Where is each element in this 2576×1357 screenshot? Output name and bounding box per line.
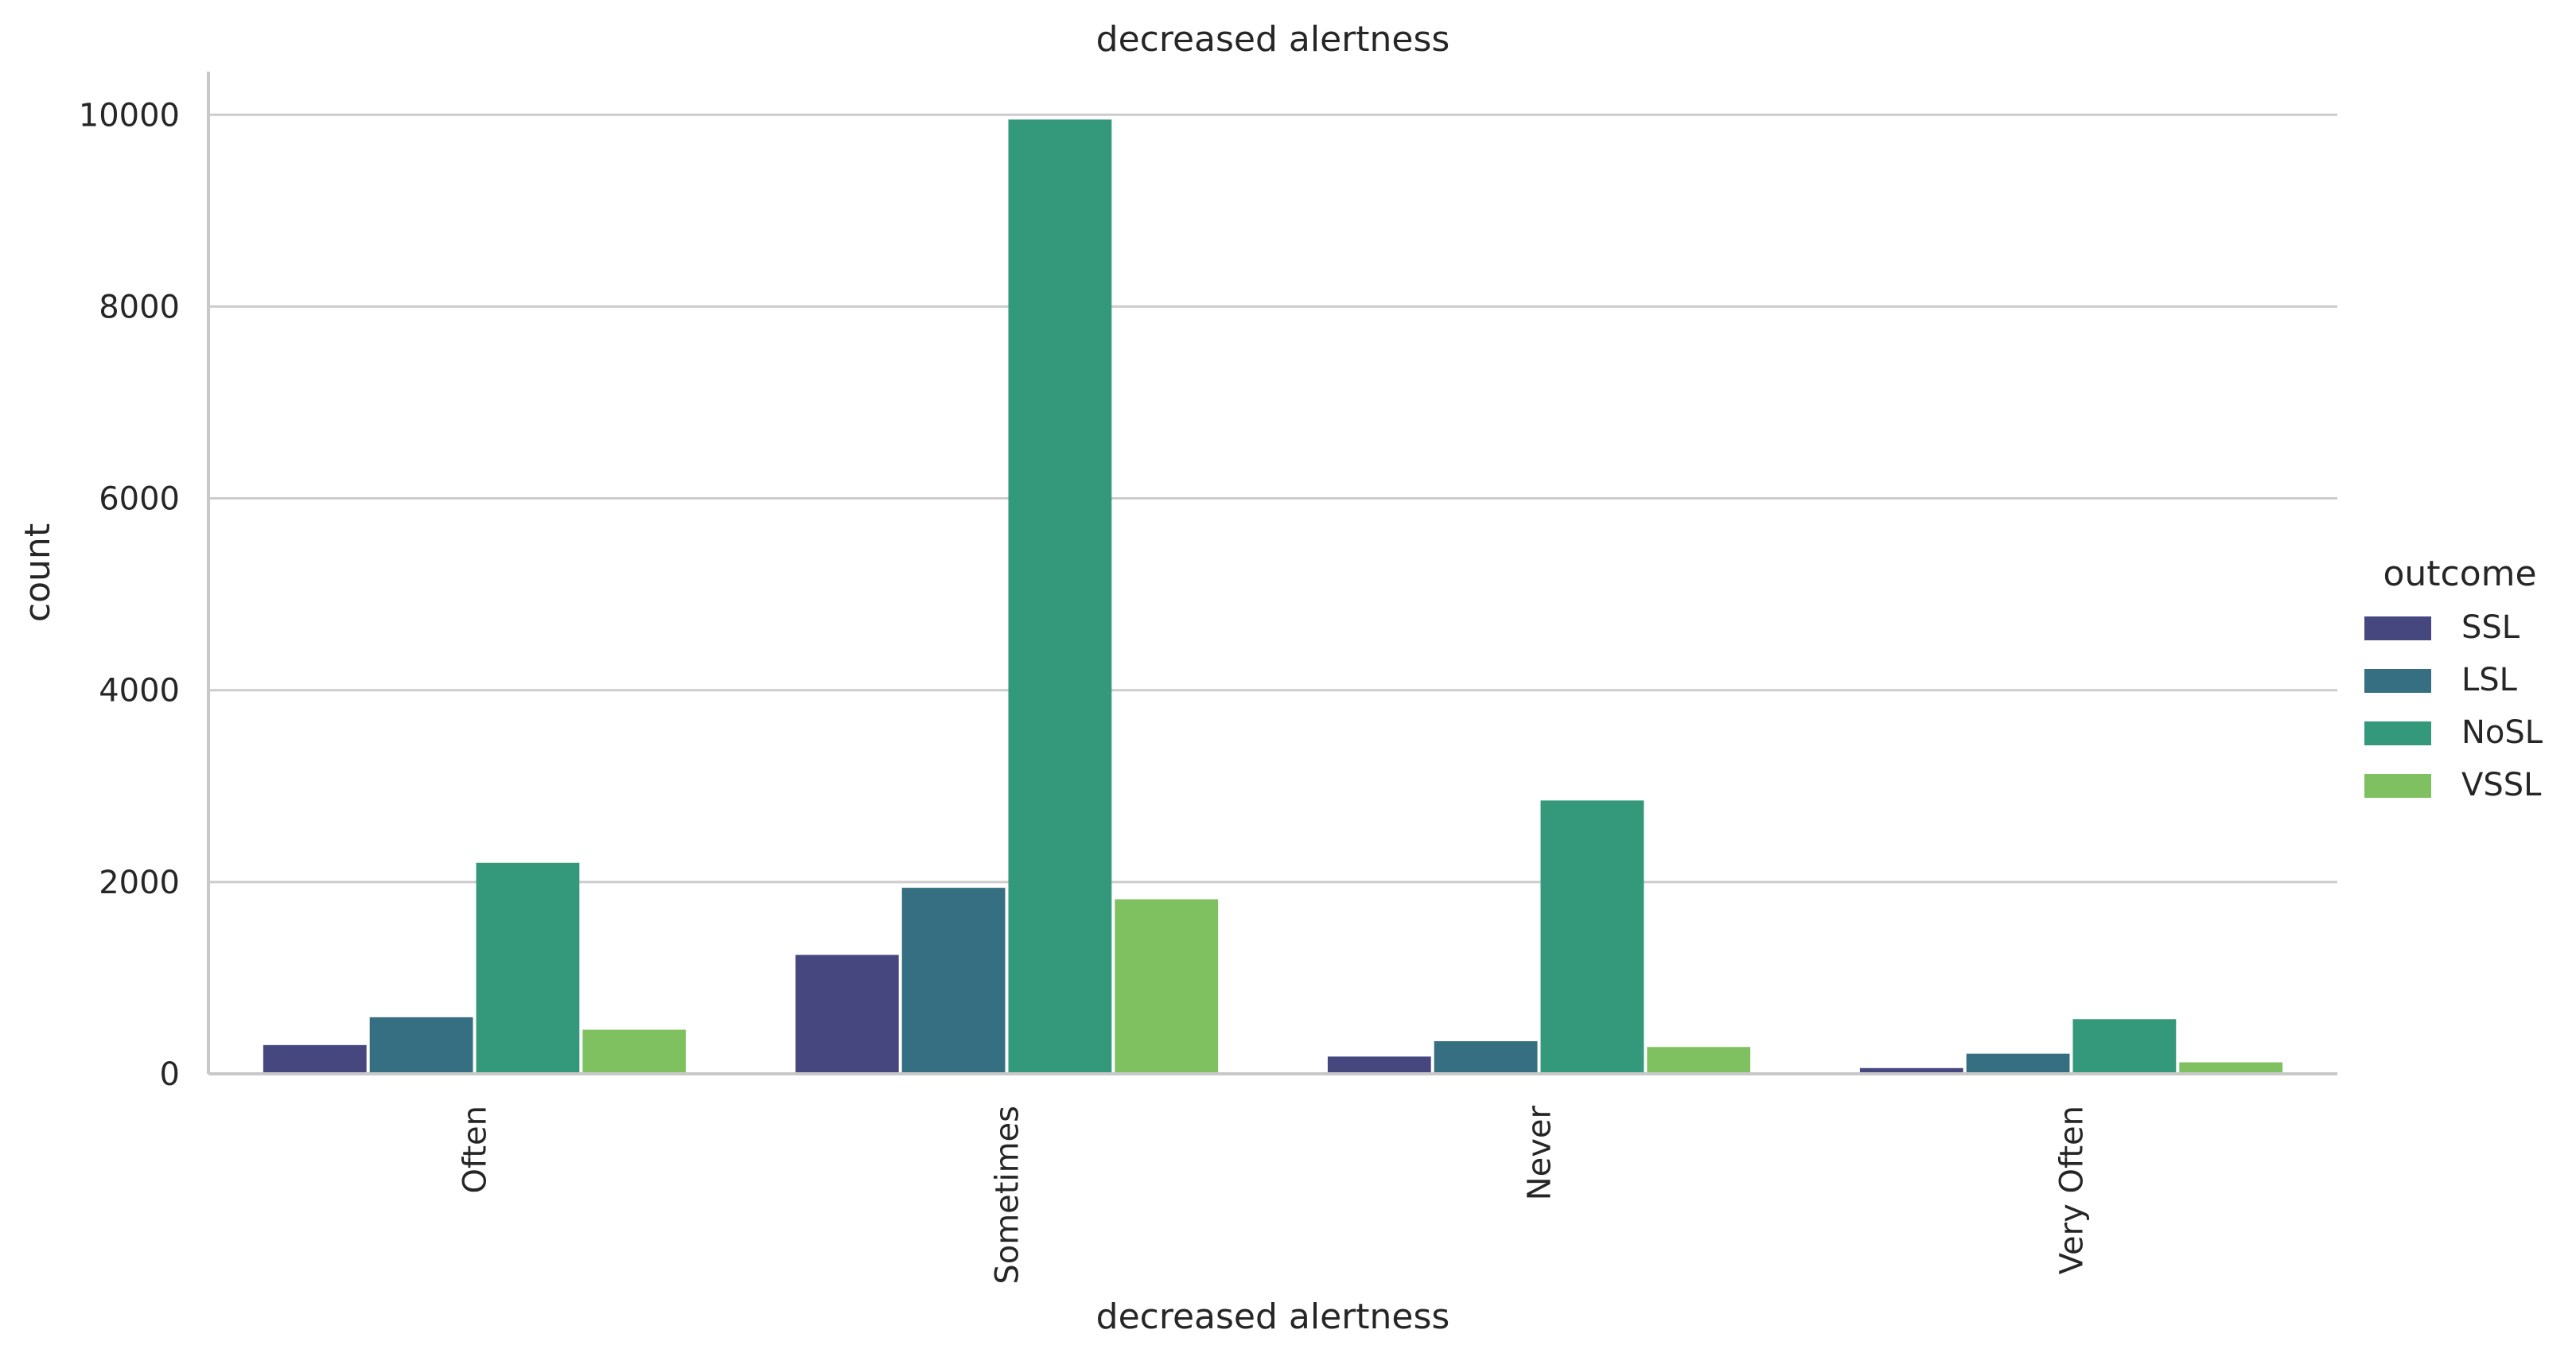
y-tick-labels: 0 2000 4000 6000 8000 10000 bbox=[79, 97, 180, 1093]
legend-swatch-vssl bbox=[2364, 774, 2431, 798]
chart-title: decreased alertness bbox=[1096, 19, 1450, 60]
gridlines bbox=[208, 113, 2337, 884]
legend-label-lsl: LSL bbox=[2461, 662, 2518, 698]
x-tick-label: Sometimes bbox=[990, 1106, 1026, 1285]
bar-nosl-sometimes bbox=[1008, 119, 1112, 1074]
bar-nosl-never bbox=[1540, 800, 1644, 1074]
bar-nosl-often bbox=[476, 862, 580, 1074]
bar-ssl-never bbox=[1327, 1056, 1431, 1074]
bar-vssl-often bbox=[582, 1029, 687, 1074]
y-tick-label: 0 bbox=[160, 1056, 180, 1093]
bars bbox=[263, 119, 2283, 1074]
bar-lsl-sometimes bbox=[901, 888, 1006, 1074]
legend-label-ssl: SSL bbox=[2461, 609, 2520, 646]
legend-label-nosl: NoSL bbox=[2461, 714, 2543, 751]
axes bbox=[207, 72, 2337, 1075]
y-tick-label: 4000 bbox=[99, 673, 180, 710]
bar-ssl-very-often bbox=[1859, 1067, 1963, 1074]
x-tick-labels: Often Sometimes Never Very Often bbox=[457, 1105, 2091, 1284]
bar-nosl-very-often bbox=[2072, 1019, 2177, 1074]
bar-vssl-very-often bbox=[2179, 1062, 2283, 1074]
x-axis-label: decreased alertness bbox=[1096, 1297, 1450, 1337]
bar-lsl-never bbox=[1434, 1041, 1538, 1074]
bar-ssl-sometimes bbox=[795, 955, 899, 1074]
y-tick-label: 8000 bbox=[99, 289, 180, 325]
y-axis-label: count bbox=[18, 523, 58, 622]
legend-swatch-nosl bbox=[2364, 721, 2431, 745]
y-tick-label: 6000 bbox=[99, 481, 180, 518]
bar-vssl-sometimes bbox=[1115, 899, 1219, 1074]
legend-swatch-lsl bbox=[2364, 669, 2431, 693]
legend-swatch-ssl bbox=[2364, 616, 2431, 640]
bar-ssl-often bbox=[263, 1044, 367, 1074]
x-tick-label: Often bbox=[457, 1106, 494, 1194]
x-tick-label: Very Often bbox=[2054, 1106, 2091, 1274]
bar-vssl-never bbox=[1647, 1047, 1751, 1074]
legend: outcome SSL LSL NoSL VSSL bbox=[2364, 554, 2543, 803]
y-tick-label: 10000 bbox=[79, 97, 180, 134]
legend-title: outcome bbox=[2383, 554, 2536, 594]
bar-lsl-very-often bbox=[1966, 1053, 2070, 1074]
y-tick-label: 2000 bbox=[99, 865, 180, 901]
x-tick-label: Never bbox=[1522, 1105, 1558, 1200]
legend-label-vssl: VSSL bbox=[2461, 767, 2542, 803]
bar-lsl-often bbox=[369, 1017, 473, 1074]
